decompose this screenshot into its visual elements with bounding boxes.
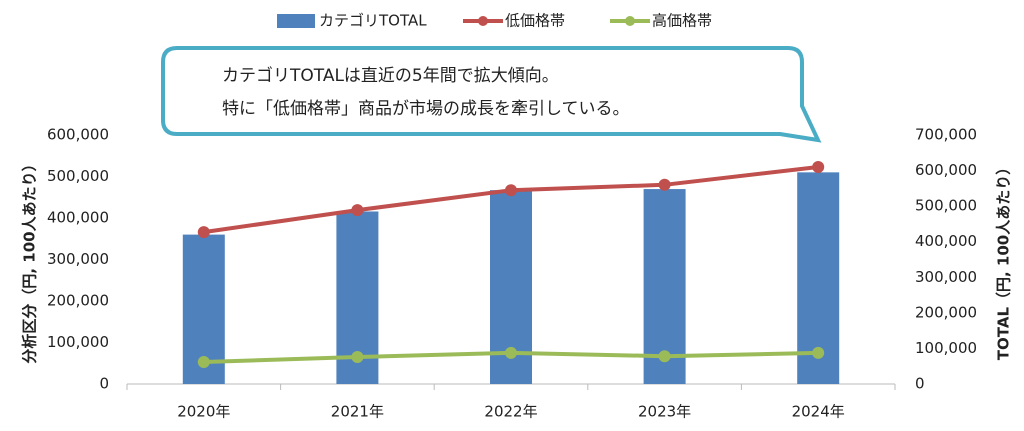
legend-label: カテゴリTOTAL — [319, 12, 427, 30]
y-tick-label: 0 — [99, 375, 109, 393]
legend-label: 高価格帯 — [652, 12, 712, 30]
x-tick-label: 2020年 — [177, 403, 230, 421]
point — [505, 346, 517, 359]
legend-label: 低価格帯 — [505, 12, 565, 30]
y2-axis-title: TOTAL（円, 100人あたり） — [995, 160, 1013, 360]
point — [351, 204, 364, 217]
y2-tick-label: 500,000 — [915, 197, 977, 215]
y2-tick-label: 400,000 — [915, 232, 977, 250]
point — [812, 346, 825, 359]
x-tick-label: 2023年 — [638, 403, 691, 421]
x-tick-label: 2024年 — [792, 403, 845, 421]
y-tick-label: 300,000 — [47, 250, 109, 268]
x-tick-label: 2021年 — [331, 403, 384, 421]
point — [351, 351, 364, 364]
y-axis-title: 分析区分（円, 100人あたり） — [21, 156, 39, 363]
point — [812, 160, 825, 173]
y2-tick-label: 0 — [915, 375, 925, 393]
y-tick-label: 400,000 — [47, 209, 109, 227]
legend-swatch — [625, 16, 635, 26]
legend-swatch — [478, 16, 488, 26]
annotation: 特に「低価格帯」商品が市場の成長を牽引している。 — [222, 99, 630, 119]
point — [197, 356, 210, 369]
annotation: カテゴリTOTALは直近の5年間で拡大傾向。 — [222, 65, 559, 86]
callout-box — [161, 46, 822, 143]
point — [658, 178, 671, 191]
y-tick-label: 500,000 — [47, 167, 109, 185]
legend-swatch — [277, 14, 315, 28]
point — [197, 226, 210, 239]
point — [658, 350, 671, 363]
point — [505, 184, 517, 197]
x-tick-label: 2022年 — [484, 403, 537, 421]
y2-tick-label: 600,000 — [915, 161, 977, 179]
y-tick-label: 100,000 — [47, 333, 109, 351]
y-tick-label: 200,000 — [47, 292, 109, 310]
y2-tick-label: 300,000 — [915, 268, 977, 286]
y2-tick-label: 100,000 — [915, 339, 977, 357]
y-tick-label: 600,000 — [47, 126, 109, 144]
y2-tick-label: 700,000 — [915, 126, 977, 144]
y2-tick-label: 200,000 — [915, 303, 977, 321]
